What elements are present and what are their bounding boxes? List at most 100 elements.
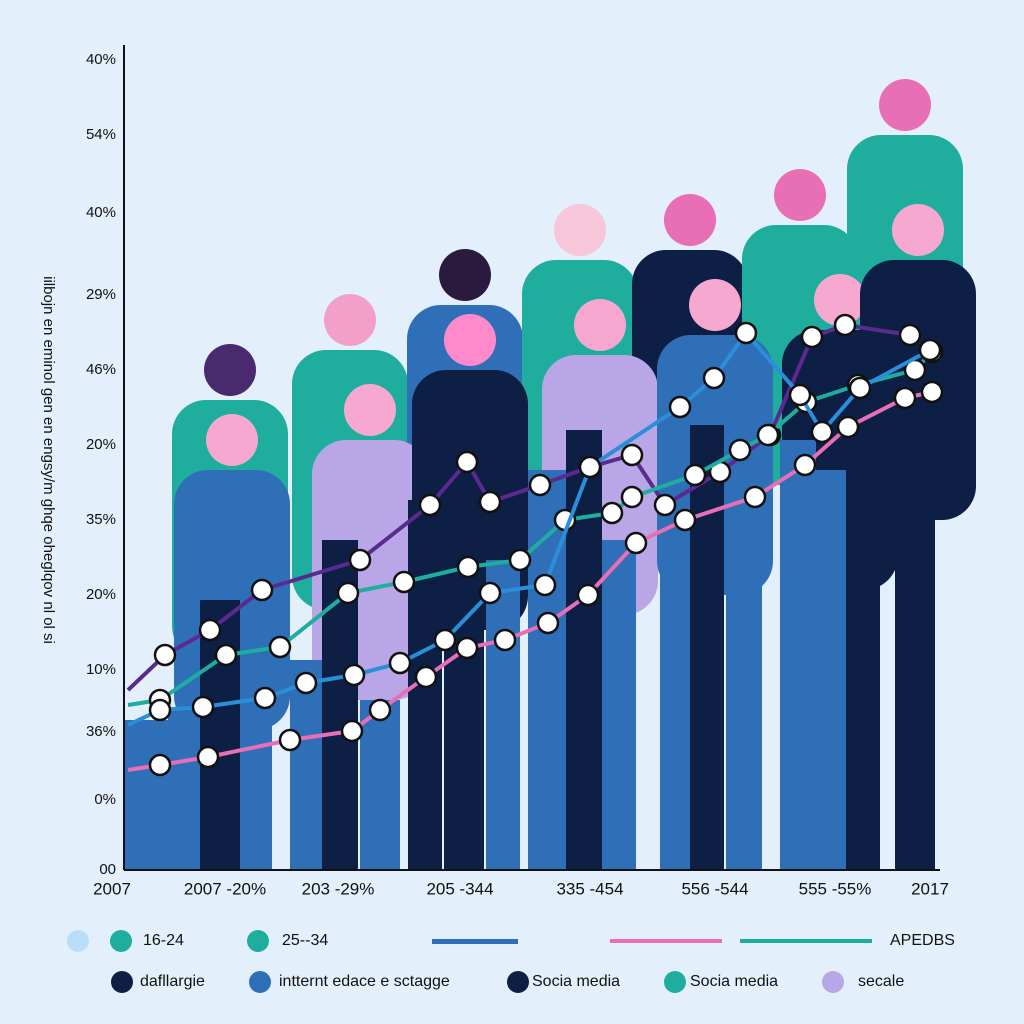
bar	[360, 700, 400, 870]
line-point	[198, 618, 222, 642]
person-head	[814, 274, 866, 326]
line-point	[810, 420, 834, 444]
line-point	[414, 665, 438, 689]
line-point	[600, 501, 624, 525]
legend-label: Socia media	[532, 973, 620, 990]
x-tick-label: 555 -55%	[799, 879, 872, 898]
y-tick-label: 29%	[86, 286, 116, 303]
legend-label: dafllargie	[140, 973, 205, 990]
x-tick-label: 2007	[93, 879, 131, 898]
lines	[126, 313, 944, 777]
line-point	[148, 753, 172, 777]
y-tick-label: 46%	[86, 361, 116, 378]
line-point	[508, 548, 532, 572]
legend-swatch	[247, 930, 269, 952]
x-tick-label: 205 -344	[426, 879, 493, 898]
bar	[168, 710, 202, 870]
person-head	[574, 299, 626, 351]
legend-swatch	[610, 939, 722, 943]
line-point	[418, 493, 442, 517]
line-point	[734, 321, 758, 345]
line-point	[533, 573, 557, 597]
y-tick-label: 35%	[86, 511, 116, 528]
bar	[895, 410, 935, 870]
person-head	[324, 294, 376, 346]
y-tick-label: 10%	[86, 661, 116, 678]
line-point	[278, 728, 302, 752]
legend-swatch	[249, 971, 271, 993]
person-body	[860, 260, 976, 520]
line-point	[793, 453, 817, 477]
line-point	[743, 485, 767, 509]
line-point	[728, 438, 752, 462]
line-point	[336, 581, 360, 605]
bar	[602, 540, 636, 870]
line-point	[348, 548, 372, 572]
x-tick-label: 2007 -20%	[184, 879, 266, 898]
line-point	[433, 628, 457, 652]
bar	[444, 470, 484, 870]
legend: 16-24 25--34 APEDBS dafllargie intternt edac…	[67, 930, 955, 993]
y-tick-label: 00	[99, 861, 116, 878]
line-point	[250, 578, 274, 602]
line-point	[456, 555, 480, 579]
legend-swatch	[110, 930, 132, 952]
y-tick-label: 40%	[86, 51, 116, 68]
y-tick-label: 40%	[86, 204, 116, 221]
line-point	[898, 323, 922, 347]
line-point	[340, 719, 364, 743]
legend-label: Socia media	[690, 973, 778, 990]
line-point	[920, 380, 944, 404]
line-point	[493, 628, 517, 652]
line-point	[848, 376, 872, 400]
legend-label: intternt edace e sctagge	[279, 973, 450, 990]
person-head	[879, 79, 931, 131]
legend-swatch	[664, 971, 686, 993]
line-point	[148, 698, 172, 722]
line-point	[836, 415, 860, 439]
bar	[566, 430, 602, 870]
person-head	[204, 344, 256, 396]
y-tick-label: 54%	[86, 126, 116, 143]
legend-label: 16-24	[143, 932, 184, 949]
line-point	[576, 583, 600, 607]
line-point	[578, 455, 602, 479]
line-point	[673, 508, 697, 532]
legend-swatch	[111, 971, 133, 993]
line-point	[214, 643, 238, 667]
line-point	[478, 490, 502, 514]
person-head	[444, 314, 496, 366]
line-point	[153, 643, 177, 667]
line-point	[455, 450, 479, 474]
bar	[240, 690, 272, 870]
person-head	[689, 279, 741, 331]
y-axis-title: iilbojn en eminol gen en engsy/m ghqe oh…	[40, 276, 57, 644]
legend-label: APEDBS	[890, 932, 955, 949]
line-point	[342, 663, 366, 687]
line-point	[536, 611, 560, 635]
legend-swatch	[822, 971, 844, 993]
line-point	[392, 570, 416, 594]
x-tick-label: 203 -29%	[302, 879, 375, 898]
line-point	[702, 366, 726, 390]
x-tick-label: 2017	[911, 879, 949, 898]
line-point	[388, 651, 412, 675]
line-point	[668, 395, 692, 419]
bar	[726, 500, 762, 870]
line-point	[528, 473, 552, 497]
line-point	[196, 745, 220, 769]
bar	[846, 380, 880, 870]
y-tick-label: 36%	[86, 723, 116, 740]
bar	[200, 600, 240, 870]
bars	[124, 380, 935, 870]
person-head	[206, 414, 258, 466]
line-point	[893, 386, 917, 410]
legend-swatch	[507, 971, 529, 993]
x-tick-label: 335 -454	[556, 879, 623, 898]
line-point	[478, 581, 502, 605]
legend-swatch	[67, 930, 89, 952]
line-point	[756, 423, 780, 447]
bar	[690, 425, 724, 870]
y-tick-label: 0%	[94, 791, 116, 808]
